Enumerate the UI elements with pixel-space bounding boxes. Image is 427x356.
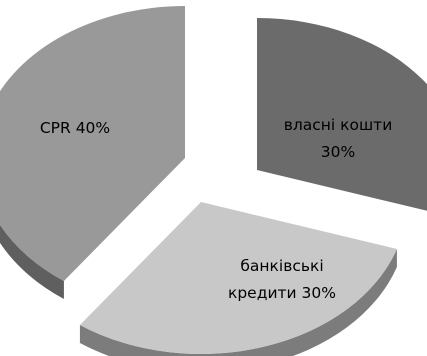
slice-label-line: 30% <box>321 143 355 161</box>
pie-slice-top <box>257 18 427 211</box>
slice-label-line: кредити 30% <box>228 284 336 302</box>
slice-label-line: банківські <box>240 257 323 275</box>
slice-label: CPR 40% <box>40 119 110 137</box>
pie-slice-top <box>79 202 397 354</box>
pie-slice-1 <box>257 18 427 211</box>
pie-slices <box>0 6 427 356</box>
pie-slice-side <box>79 248 397 356</box>
slice-label: власні кошти 30% <box>284 116 393 161</box>
pie-slice-side <box>0 224 64 299</box>
pie-slice-3 <box>0 6 185 299</box>
pie-slice-top <box>0 6 185 281</box>
slice-labels: власні кошти 30% банківські кредити 30% CPR … <box>40 116 392 302</box>
slice-label-line: CPR 40% <box>40 119 110 137</box>
pie-slice-2 <box>79 202 397 356</box>
slice-label: банківські кредити 30% <box>228 257 336 302</box>
slice-label-line: власні кошти <box>284 116 393 134</box>
